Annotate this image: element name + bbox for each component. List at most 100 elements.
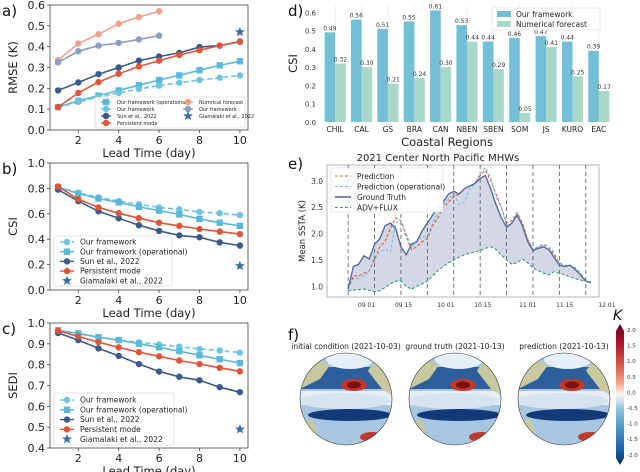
x-tick-label: KURO [562, 125, 583, 134]
data-point [176, 72, 183, 79]
globe-outline [517, 352, 611, 446]
bar-value-label: 0.51 [376, 22, 390, 29]
legend: Prediction Prediction (operational)Ground… [330, 167, 445, 213]
y-tick-label: 0.8 [28, 359, 46, 372]
data-point [176, 222, 183, 230]
data-point [135, 85, 143, 93]
y-tick-label: 0.0 [28, 124, 46, 137]
y-tick-label: 1.0 [311, 282, 323, 291]
bar-numerical [546, 47, 557, 122]
data-point [95, 345, 102, 352]
bar-value-label: 0.29 [492, 62, 506, 69]
panel-b-label: b) [2, 160, 18, 178]
x-axis-label: Lead Time (day) [102, 306, 195, 320]
arctic-sea-ice [326, 353, 374, 369]
y-tick-label: 0.6 [28, 400, 46, 413]
data-point [155, 57, 163, 64]
y-tick-label: 0.3 [305, 64, 316, 72]
data-point [155, 353, 163, 360]
data-point [115, 39, 122, 47]
bar-numerical [361, 67, 373, 122]
panel-d-label: d) [288, 2, 304, 20]
y-axis-label: RMSE (K) [6, 41, 20, 94]
data-point [155, 32, 163, 39]
chart-title: 2021 Center North Pacific MHWs [357, 153, 520, 164]
data-point [216, 42, 223, 49]
series-line [57, 329, 241, 364]
series-line [57, 329, 241, 373]
x-tick-label: CAN [433, 125, 449, 134]
colorbar-tick-label: 1.5 [627, 344, 636, 350]
data-point [115, 215, 122, 222]
series-persistent-mode [54, 38, 244, 111]
series-our-framework [54, 32, 163, 66]
bar-value-label: 0.56 [350, 13, 364, 20]
colorbar-tick-label: 0.5 [627, 375, 636, 381]
bar-value-label: 0.05 [518, 106, 532, 113]
data-point [135, 340, 143, 348]
bar-value-label: 0.61 [429, 3, 443, 10]
x-tick-label: 10 [233, 452, 247, 465]
data-point [115, 20, 122, 27]
data-point [236, 222, 244, 230]
bar-numerical [414, 78, 425, 122]
legend-label: Our framework (operational) [80, 405, 188, 414]
series-line [57, 186, 240, 216]
data-point [236, 388, 244, 396]
y-tick-label: 0.0 [28, 284, 46, 297]
y-tick-label: 0.2 [28, 82, 46, 95]
data-point [54, 183, 62, 190]
x-tick-label: 10 [233, 294, 247, 307]
data-point [95, 195, 102, 202]
data-point [115, 70, 122, 77]
x-tick-label: 4 [115, 452, 122, 465]
x-tick-label: 12 01 [598, 302, 615, 309]
bar-value-label: 0.30 [360, 60, 374, 67]
data-point [54, 327, 62, 334]
data-point [95, 338, 102, 346]
series-giamalaki-et-al-2022 [235, 424, 245, 434]
bar-value-label: 0.24 [413, 71, 427, 78]
x-tick-label: 09 01 [358, 302, 375, 309]
x-axis-label: Coastal Regions [401, 135, 493, 149]
neutral-band [300, 393, 390, 409]
bar-ours [430, 10, 441, 122]
data-point [115, 199, 122, 206]
globe-map [409, 353, 501, 445]
bar-numerical [467, 41, 478, 122]
globe-outline [408, 352, 502, 446]
legend-label: Sun et al., 2022 [80, 415, 140, 424]
legend-box [94, 96, 246, 129]
chart-c: 0.4 0.5 0.6 0.7 0.8 0.9 1.0 2 4 6 8 10 Lead Time (da… [6, 317, 249, 472]
data-point [196, 345, 203, 353]
colorbar-tick-label: -1.5 [627, 437, 638, 443]
data-point [236, 38, 244, 46]
legend-marker [102, 98, 110, 106]
y-axis-label: CSI [6, 217, 20, 236]
data-point [155, 8, 163, 15]
panel-c-label: c) [2, 320, 17, 338]
bar-value-label: 0.55 [402, 14, 416, 21]
data-point [216, 219, 223, 226]
legend-marker [63, 426, 71, 433]
data-point [75, 48, 82, 55]
data-point [196, 360, 203, 368]
y-tick-label: 0.6 [28, 208, 46, 221]
series-line [57, 185, 240, 235]
colorbar-gradient [616, 324, 624, 465]
data-point [236, 242, 244, 249]
warm-anomaly-core [456, 381, 470, 389]
legend-marker [63, 416, 71, 423]
legend-marker [63, 406, 71, 413]
data-point [135, 63, 143, 70]
y-tick-label: 1.5 [311, 256, 323, 265]
bar-numerical [572, 76, 583, 122]
warm-anomaly-core [565, 381, 579, 389]
y-tick-label: 2.0 [311, 230, 323, 239]
legend-label: Our framework [516, 10, 573, 19]
bar-value-label: 0.53 [455, 18, 469, 25]
data-point [196, 208, 203, 216]
x-tick-label: 8 [196, 294, 203, 307]
